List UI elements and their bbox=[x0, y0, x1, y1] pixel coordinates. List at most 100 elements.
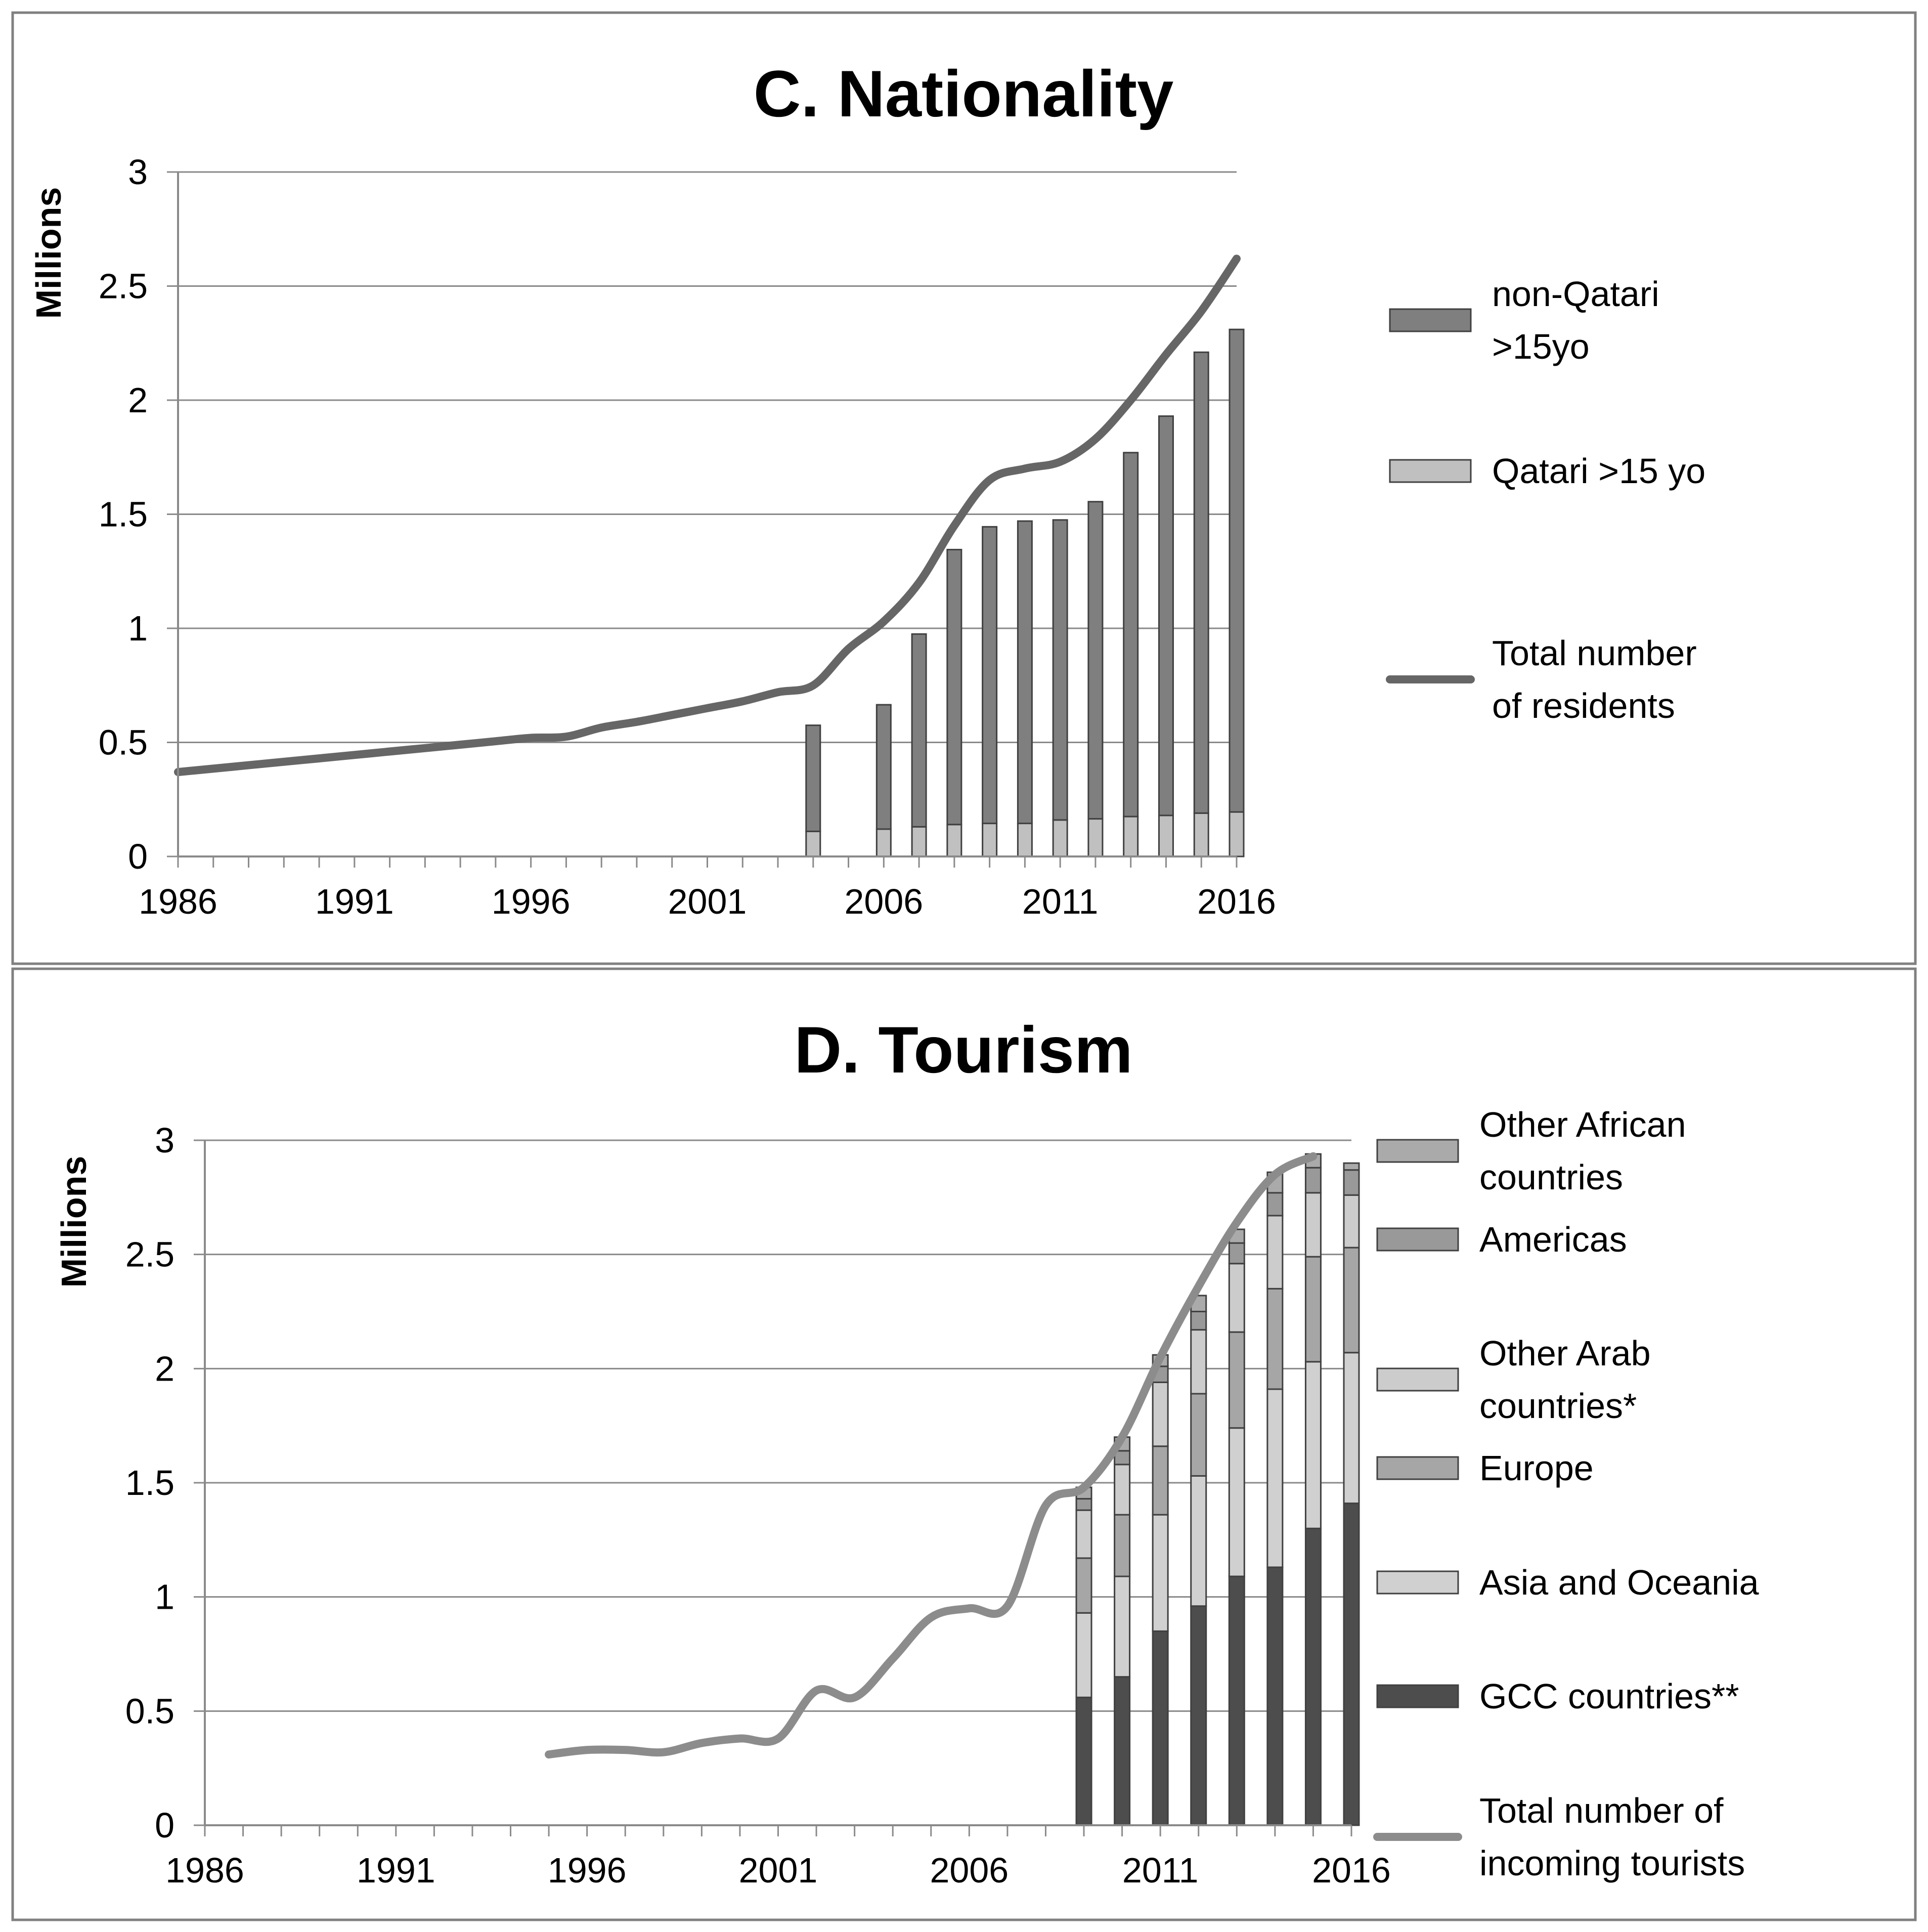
bar-segment bbox=[1193, 812, 1209, 857]
bar-segment bbox=[1343, 1194, 1360, 1249]
bar-segment bbox=[1075, 1498, 1092, 1511]
x-tick-label: 1996 bbox=[492, 882, 571, 921]
bar-segment bbox=[1343, 1169, 1360, 1196]
panel-border bbox=[11, 11, 1917, 965]
bar-segment bbox=[1343, 1352, 1360, 1505]
x-tick-label: 2016 bbox=[1312, 1851, 1391, 1890]
bar-segment bbox=[946, 824, 962, 857]
legend-label: Europe bbox=[1479, 1448, 1594, 1488]
bar-segment bbox=[911, 633, 927, 828]
x-tick-label: 2001 bbox=[739, 1851, 818, 1890]
bar-segment bbox=[1017, 520, 1033, 825]
y-tick-label: 3 bbox=[128, 152, 148, 192]
bar-segment bbox=[1304, 1192, 1322, 1258]
bar-segment bbox=[875, 704, 892, 830]
legend-label: countries bbox=[1479, 1157, 1623, 1197]
bars bbox=[805, 328, 1245, 857]
bar-segment bbox=[1152, 1514, 1169, 1632]
bar-segment bbox=[805, 724, 821, 832]
bar-segment bbox=[1228, 1242, 1245, 1265]
bar-segment bbox=[1114, 1514, 1131, 1577]
bar-segment bbox=[805, 830, 821, 857]
x-tick-label: 2001 bbox=[668, 882, 747, 921]
legend-label: of residents bbox=[1492, 686, 1675, 725]
legend-label: countries* bbox=[1479, 1386, 1637, 1426]
bar-segment bbox=[1229, 811, 1245, 857]
series-line bbox=[174, 254, 1241, 777]
bar-segment bbox=[1087, 818, 1104, 857]
bar-segment bbox=[1304, 1256, 1322, 1363]
bar-segment bbox=[1228, 1331, 1245, 1429]
legend: Other African countries Americas Other Arab… bbox=[1373, 1105, 1759, 1883]
legend-label: non-Qatari bbox=[1492, 274, 1659, 314]
y-axis-label: Millions bbox=[29, 187, 68, 319]
bar-segment bbox=[1123, 815, 1139, 857]
y-tick-label: 0 bbox=[128, 837, 148, 876]
y-tick-label: 0.5 bbox=[99, 723, 148, 762]
bar-segment bbox=[1343, 1247, 1360, 1354]
line-series bbox=[174, 254, 1241, 777]
legend-swatch bbox=[1376, 1367, 1459, 1392]
legend-swatch bbox=[1376, 1227, 1459, 1252]
bar-segment bbox=[1087, 501, 1104, 820]
bar-segment bbox=[1123, 452, 1139, 818]
bar-segment bbox=[1017, 823, 1033, 857]
bar-segment bbox=[1152, 1381, 1169, 1447]
bar-segment bbox=[1266, 1566, 1284, 1826]
bar-segment bbox=[1052, 819, 1068, 857]
bar-segment bbox=[1190, 1329, 1207, 1395]
bar-segment bbox=[911, 826, 927, 857]
y-tick-label: 1.5 bbox=[125, 1463, 174, 1502]
legend-swatch bbox=[1389, 308, 1472, 332]
bar-segment bbox=[1229, 328, 1245, 813]
y-tick-labels: 0 0.5 1 1.5 2 2.5 3 bbox=[125, 1121, 174, 1845]
y-tick-label: 1 bbox=[155, 1577, 174, 1617]
bar-segment bbox=[1158, 814, 1174, 857]
panel-nationality: C. Nationality Millions 0 0.5 1 1.5 2 2.5 3 19… bbox=[11, 11, 1917, 965]
bar-segment bbox=[1266, 1192, 1284, 1217]
y-tick-label: 1 bbox=[128, 609, 148, 648]
bar-segment bbox=[1190, 1393, 1207, 1477]
legend-label: GCC countries** bbox=[1479, 1677, 1739, 1716]
x-tick-label: 1991 bbox=[315, 882, 394, 921]
x-tick-label: 2006 bbox=[930, 1851, 1009, 1890]
legend-label: Total number of bbox=[1479, 1791, 1724, 1830]
legend-label: Americas bbox=[1479, 1220, 1627, 1259]
bar-segment bbox=[1228, 1427, 1245, 1577]
y-tick-label: 0 bbox=[155, 1806, 174, 1845]
bar-segment bbox=[1114, 1464, 1131, 1516]
legend-label: Qatari >15 yo bbox=[1492, 451, 1705, 491]
y-tick-label: 0.5 bbox=[125, 1691, 174, 1731]
bar-segment bbox=[1304, 1361, 1322, 1529]
x-tick-label: 1991 bbox=[357, 1851, 435, 1890]
x-tick-label: 2011 bbox=[1122, 1851, 1199, 1890]
bar-segment bbox=[1304, 1167, 1322, 1194]
bars bbox=[1075, 1153, 1360, 1826]
bar-segment bbox=[1228, 1575, 1245, 1826]
bar-segment bbox=[1114, 1575, 1131, 1678]
x-tick-labels: 1986 1991 1996 2001 2006 2011 2016 bbox=[139, 882, 1276, 921]
axes bbox=[194, 1139, 1352, 1836]
series-line bbox=[545, 1152, 1318, 1759]
y-tick-label: 2 bbox=[128, 380, 148, 420]
panel-border bbox=[11, 967, 1917, 1921]
y-axis-label: Millions bbox=[54, 1156, 94, 1288]
bar-segment bbox=[1075, 1557, 1092, 1614]
bar-segment bbox=[1158, 415, 1174, 817]
x-tick-label: 2006 bbox=[844, 882, 923, 921]
bar-segment bbox=[1052, 519, 1068, 821]
axes bbox=[167, 171, 1238, 868]
panel-tourism: D. Tourism Millions 00.511.522.53 1986 19… bbox=[11, 967, 1917, 1921]
legend: non-Qatari >15yo Qatari >15 yo Total number… bbox=[1386, 274, 1705, 725]
bar-segment bbox=[875, 828, 892, 857]
bar-segment bbox=[1304, 1527, 1322, 1826]
y-tick-label: 1.5 bbox=[99, 495, 148, 534]
y-tick-label: 3 bbox=[155, 1121, 174, 1160]
bar-segment bbox=[1266, 1215, 1284, 1290]
bar-segment bbox=[1193, 351, 1209, 814]
legend-swatch bbox=[1376, 1139, 1459, 1163]
chart-title: D. Tourism bbox=[794, 1013, 1132, 1087]
legend-swatch bbox=[1376, 1570, 1459, 1595]
legend-label: >15yo bbox=[1492, 327, 1590, 366]
